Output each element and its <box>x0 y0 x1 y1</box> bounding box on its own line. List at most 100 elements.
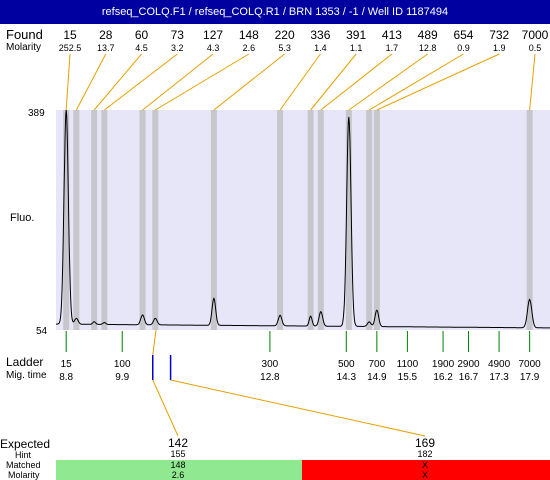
found-molarity-label: 0.9 <box>457 43 470 53</box>
found-size-label: 127 <box>203 28 223 42</box>
expected-label: Expected <box>0 437 51 451</box>
molarity-value: X <box>422 470 428 480</box>
ladder-mig-time-label: 16.2 <box>433 372 453 383</box>
match-status-bar <box>56 460 302 480</box>
ladder-mig-time-label: 15.5 <box>398 372 418 383</box>
ladder-size-label: 15 <box>61 359 73 370</box>
hint-label: Hint <box>15 450 32 460</box>
found-molarity-label: 4.5 <box>135 43 148 53</box>
found-band <box>91 110 98 330</box>
expected-value: 169 <box>415 436 435 450</box>
found-size-label: 654 <box>453 28 473 42</box>
found-leader-line <box>279 53 321 111</box>
found-size-label: 28 <box>99 28 113 42</box>
found-band <box>277 110 284 330</box>
found-band <box>526 110 533 330</box>
ladder-size-label: 500 <box>338 359 355 370</box>
match-status-bar <box>302 460 550 480</box>
found-leader-line <box>348 53 428 111</box>
found-leader-line <box>93 53 142 111</box>
found-size-label: 489 <box>418 28 438 42</box>
found-molarity-label: 4.3 <box>207 43 220 53</box>
ladder-size-label: 300 <box>262 359 279 370</box>
expected-leader-line <box>170 379 426 437</box>
mig-time-label: Mig. time <box>6 370 47 381</box>
found-band <box>373 110 380 330</box>
found-molarity-label: 0.5 <box>529 43 542 53</box>
found-size-label: 413 <box>382 28 402 42</box>
found-size-label: 73 <box>171 28 185 42</box>
fluorescence-trace <box>56 110 550 329</box>
found-size-label: 148 <box>239 28 259 42</box>
found-leader-line <box>310 53 357 111</box>
ladder-mig-time-label: 14.9 <box>367 372 387 383</box>
ladder-size-label: 700 <box>369 359 386 370</box>
found-leader-line <box>155 53 250 111</box>
found-size-label: 732 <box>489 28 509 42</box>
found-to-marker-line <box>152 329 157 356</box>
found-band <box>73 110 80 330</box>
found-band <box>366 110 373 330</box>
found-size-label: 336 <box>310 28 330 42</box>
found-size-label: 391 <box>346 28 366 42</box>
ladder-mig-time-label: 17.3 <box>489 372 509 383</box>
found-molarity-label: 2.6 <box>243 43 256 53</box>
ladder-size-label: 7000 <box>519 359 542 370</box>
found-molarity-label: 1.9 <box>493 43 506 53</box>
found-leader-line <box>320 53 393 111</box>
ladder-mig-time-label: 12.8 <box>260 372 280 383</box>
matched-label: Matched <box>6 460 41 470</box>
found-band <box>317 110 324 330</box>
found-molarity-label: 252.5 <box>59 43 82 53</box>
found-band <box>63 110 70 330</box>
found-leader-line <box>376 53 500 111</box>
found-leader-line <box>368 53 464 111</box>
ladder-size-label: 1100 <box>397 359 419 370</box>
expected-value: 142 <box>168 436 188 450</box>
found-molarity-label: 1.4 <box>314 43 327 53</box>
found-molarity-label: 1.1 <box>350 43 363 53</box>
found-size-label: 220 <box>275 28 295 42</box>
matched-value: X <box>422 460 428 470</box>
hint-value: 155 <box>170 449 185 459</box>
ladder-mig-time-label: 9.9 <box>115 372 129 383</box>
ladder-size-label: 2900 <box>457 359 480 370</box>
y-tick-label: 54 <box>36 326 48 337</box>
ladder-mig-time-label: 16.7 <box>459 372 479 383</box>
found-leader-line <box>104 53 178 111</box>
ladder-mig-time-label: 8.8 <box>59 372 73 383</box>
hint-value: 182 <box>417 449 432 459</box>
found-leader-line <box>213 53 285 111</box>
found-molarity-label: 12.8 <box>419 43 437 53</box>
found-molarity-label: 3.2 <box>171 43 184 53</box>
found-size-label: 15 <box>63 28 77 42</box>
molarity-label: Molarity <box>6 42 42 53</box>
found-band <box>152 110 159 330</box>
found-band <box>101 110 108 330</box>
ladder-size-label: 1900 <box>432 359 455 370</box>
molarity-bottom-label: Molarity <box>8 470 40 480</box>
ladder-mig-time-label: 17.9 <box>520 372 540 383</box>
found-size-label: 7000 <box>522 28 549 42</box>
found-band <box>210 110 217 330</box>
plot-area <box>56 110 550 330</box>
found-molarity-label: 1.7 <box>386 43 399 53</box>
ladder-size-label: 100 <box>114 359 131 370</box>
found-label: Found <box>6 27 43 42</box>
ladder-mig-time-label: 14.3 <box>337 372 357 383</box>
y-tick-label: 389 <box>28 108 45 119</box>
found-molarity-label: 5.3 <box>278 43 291 53</box>
found-size-label: 60 <box>135 28 149 42</box>
found-leader-line <box>75 53 107 111</box>
ladder-label: Ladder <box>6 355 44 369</box>
molarity-value: 2.6 <box>172 470 185 480</box>
found-band <box>139 110 146 330</box>
y-axis-label: Fluo. <box>10 212 35 224</box>
matched-value: 148 <box>170 460 185 470</box>
found-leader-line <box>142 53 214 111</box>
expected-leader-line <box>152 379 179 437</box>
found-band <box>307 110 314 330</box>
window-title: refseq_COLQ.F1 / refseq_COLQ.R1 / BRN 13… <box>0 0 550 24</box>
found-band <box>345 110 352 330</box>
found-leader-line <box>529 53 536 111</box>
